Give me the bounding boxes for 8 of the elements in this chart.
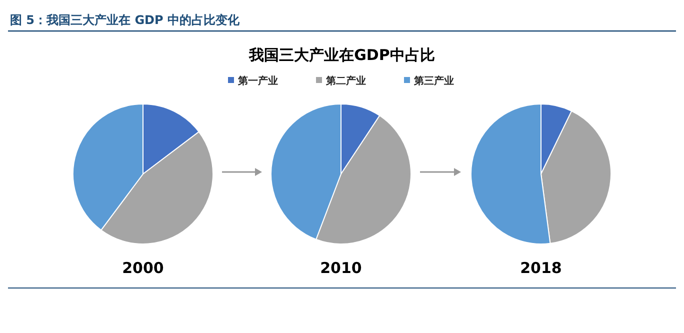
legend-label: 第一产业	[237, 75, 278, 87]
text: 2018	[520, 259, 562, 277]
legend-label: 第三产业	[413, 75, 454, 87]
chart-title: 图 5：我国三大产业在 GDP 中的占比变化	[10, 13, 240, 27]
text: 2010	[320, 259, 362, 277]
chart-subtitle: 我国三大产业在GDP中占比	[248, 46, 435, 64]
legend-label: 第二产业	[325, 75, 366, 87]
text: 2000	[122, 259, 164, 277]
